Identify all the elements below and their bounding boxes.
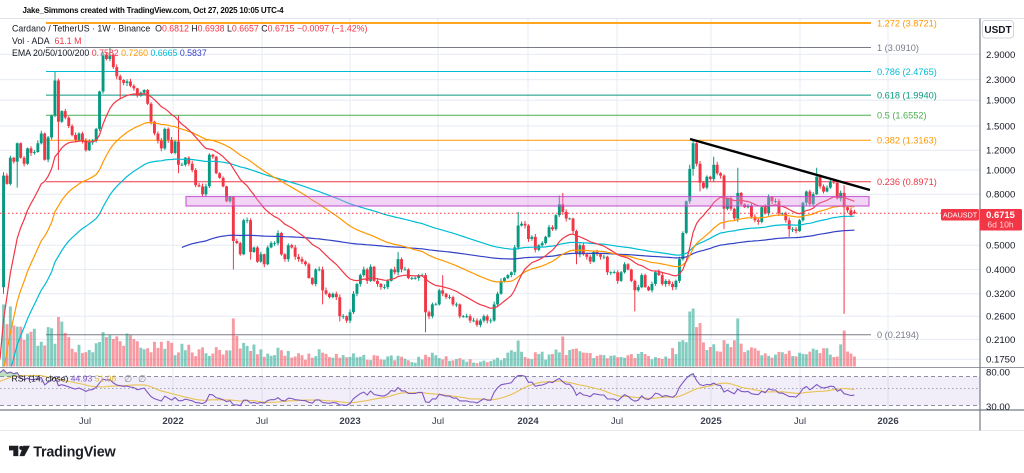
- svg-text:0.382 (1.3163): 0.382 (1.3163): [877, 136, 937, 146]
- svg-text:1 (3.0910): 1 (3.0910): [877, 43, 919, 53]
- svg-text:Jul: Jul: [79, 416, 91, 427]
- svg-text:1.272 (3.8721): 1.272 (3.8721): [877, 18, 937, 28]
- svg-text:Jake_Simmons created with Trad: Jake_Simmons created with TradingView.co…: [23, 6, 285, 15]
- svg-text:2024: 2024: [517, 416, 539, 427]
- svg-text:TradingView: TradingView: [33, 445, 116, 461]
- svg-text:0.6715: 0.6715: [986, 209, 1015, 220]
- svg-text:Jul: Jul: [611, 416, 623, 427]
- svg-text:RSI (14, close) 44.93 51.96: RSI (14, close) 44.93 51.96: [12, 374, 117, 384]
- svg-text:0.8000: 0.8000: [986, 190, 1015, 201]
- svg-text:Jul: Jul: [432, 416, 444, 427]
- svg-text:Cardano / TetherUS · 1W · Bina: Cardano / TetherUS · 1W · Binance O0.681…: [12, 24, 367, 34]
- svg-text:∅: ∅: [138, 374, 146, 385]
- svg-text:2.3000: 2.3000: [986, 75, 1015, 86]
- svg-text:1.9000: 1.9000: [986, 96, 1015, 107]
- svg-text:1.5000: 1.5000: [986, 121, 1015, 132]
- svg-text:0.3200: 0.3200: [986, 289, 1015, 300]
- svg-text:EMA 20/50/100/200 0.7582 0.726: EMA 20/50/100/200 0.7582 0.7260 0.6665 0…: [12, 48, 207, 58]
- svg-text:0.4000: 0.4000: [986, 265, 1015, 276]
- svg-text:∅: ∅: [124, 374, 132, 385]
- svg-text:Vol · ADA 61.1 M: Vol · ADA 61.1 M: [12, 36, 81, 46]
- svg-text:2026: 2026: [877, 416, 898, 427]
- svg-text:30.00: 30.00: [986, 402, 1010, 413]
- svg-text:0.618 (1.9940): 0.618 (1.9940): [877, 90, 937, 100]
- svg-text:2022: 2022: [162, 416, 183, 427]
- svg-text:USDT: USDT: [984, 25, 1011, 36]
- svg-text:0.236 (0.8971): 0.236 (0.8971): [877, 177, 937, 187]
- svg-text:0.1750: 0.1750: [986, 355, 1015, 366]
- svg-text:0.2100: 0.2100: [986, 335, 1015, 346]
- svg-text:80.00: 80.00: [986, 367, 1010, 378]
- svg-text:Jul: Jul: [794, 416, 806, 427]
- svg-text:0.5000: 0.5000: [986, 241, 1015, 252]
- svg-text:ADAUSDT: ADAUSDT: [943, 211, 978, 220]
- svg-text:Jul: Jul: [256, 416, 268, 427]
- svg-text:6d 10h: 6d 10h: [987, 220, 1014, 230]
- svg-text:2023: 2023: [339, 416, 360, 427]
- svg-text:0.2600: 0.2600: [986, 312, 1015, 323]
- svg-text:1.2000: 1.2000: [986, 146, 1015, 157]
- svg-text:2.9000: 2.9000: [986, 50, 1015, 61]
- svg-text:1.0000: 1.0000: [986, 165, 1015, 176]
- svg-text:2025: 2025: [700, 416, 722, 427]
- svg-text:0.786 (2.4765): 0.786 (2.4765): [877, 67, 937, 77]
- svg-text:0 (0.2194): 0 (0.2194): [877, 330, 919, 340]
- svg-text:0.5 (1.6552): 0.5 (1.6552): [877, 111, 927, 121]
